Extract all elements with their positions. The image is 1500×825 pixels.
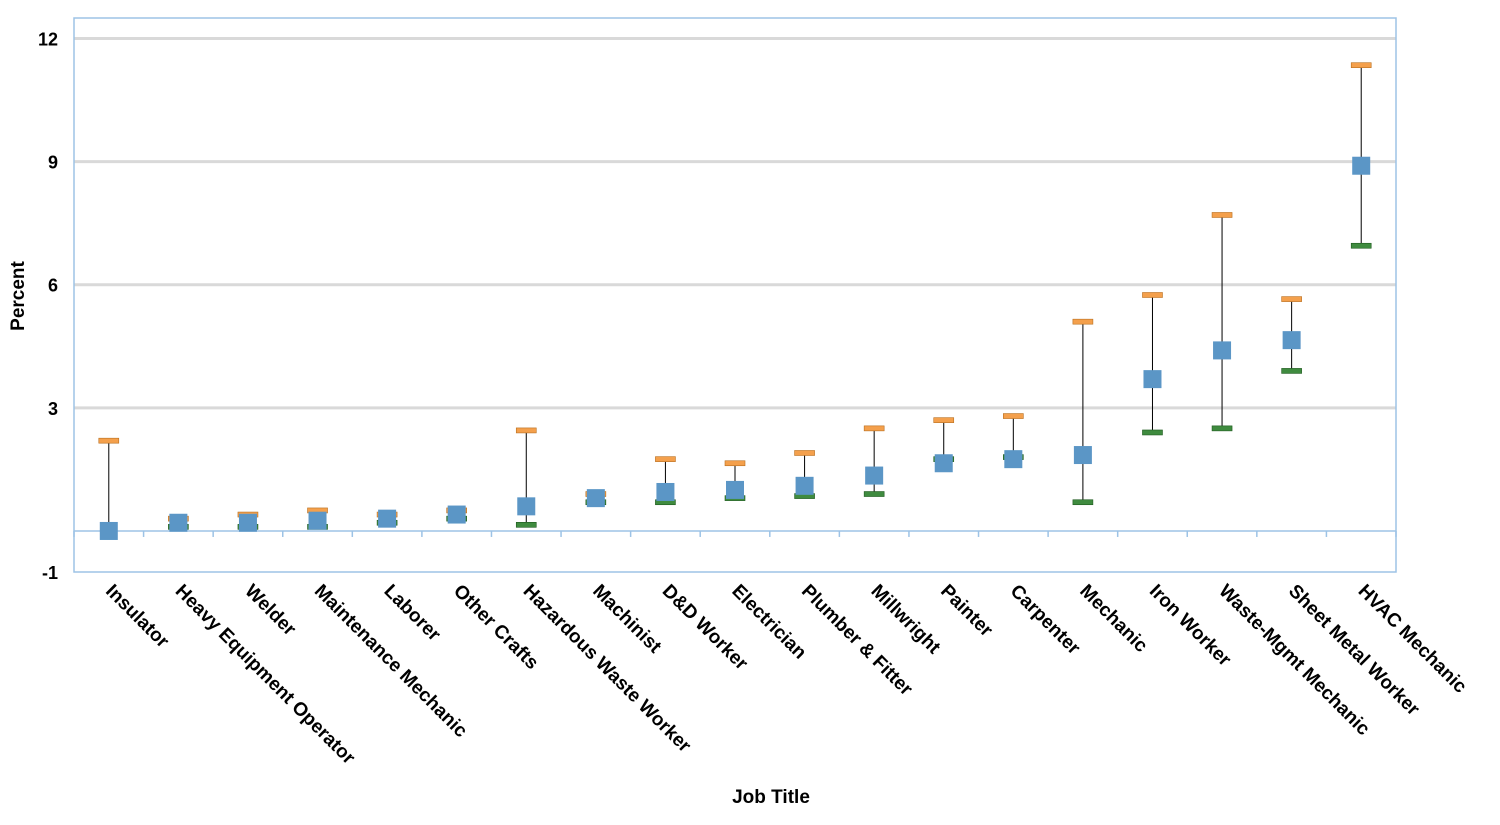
y-tick-label: 6: [48, 276, 58, 296]
upper-bound-marker: [1211, 212, 1233, 218]
estimate-point: [1073, 446, 1092, 465]
estimate-point: [934, 454, 953, 473]
data-marks: [98, 62, 1372, 540]
x-category-label: Mechanic: [1075, 581, 1151, 657]
lower-bound-marker: [1142, 429, 1163, 436]
lower-bound-marker: [1211, 425, 1233, 432]
estimate-point: [656, 482, 675, 501]
estimate-point: [169, 513, 188, 532]
estimate-point: [726, 480, 744, 499]
estimate-point: [1213, 341, 1232, 360]
upper-bound-marker: [98, 437, 120, 444]
estimate-point: [99, 521, 118, 540]
x-category-label: Laborer: [380, 581, 445, 646]
upper-bound-marker: [1350, 62, 1372, 68]
lower-bound-marker: [863, 491, 885, 497]
upper-bound-marker: [515, 427, 537, 434]
estimate-point: [378, 509, 397, 528]
x-category-label: Carpenter: [1006, 581, 1085, 660]
upper-bound-marker: [1142, 292, 1163, 298]
upper-bound-marker: [1281, 296, 1302, 302]
lower-bound-marker: [1350, 242, 1372, 249]
upper-bound-marker: [1003, 413, 1024, 419]
upper-bound-marker: [1072, 318, 1094, 325]
y-axis-title: Percent: [8, 260, 29, 330]
upper-bound-marker: [933, 417, 955, 423]
upper-bound-marker: [655, 456, 676, 462]
lower-bound-marker: [1072, 499, 1094, 506]
y-axis-ticks: -1 3 6 9 12: [38, 30, 58, 583]
x-category-label: Sheet Metal Worker: [1284, 581, 1424, 721]
estimate-point: [447, 505, 466, 524]
estimate-point: [1352, 156, 1371, 175]
x-axis-title: Job Title: [732, 787, 810, 808]
y-tick-label: 9: [48, 153, 58, 173]
y-tick-label: 3: [48, 399, 58, 419]
x-category-label: Welder: [240, 581, 300, 641]
plot-border: [73, 17, 1397, 573]
estimate-point: [1004, 450, 1023, 469]
upper-bound-marker: [724, 460, 746, 467]
lower-bound-marker: [515, 522, 537, 528]
estimate-point: [1282, 331, 1301, 350]
estimate-point: [517, 497, 536, 516]
x-category-label: Painter: [936, 581, 997, 642]
estimate-point: [865, 466, 884, 485]
x-category-label: Insulator: [101, 581, 173, 653]
estimate-point: [308, 511, 327, 530]
estimate-point: [586, 489, 605, 508]
lower-bound-marker: [1281, 368, 1302, 374]
y-tick-label: -1: [42, 563, 58, 583]
estimate-point: [795, 476, 814, 495]
estimate-point: [238, 513, 257, 532]
upper-bound-marker: [794, 450, 815, 456]
plot-frame: [73, 17, 1397, 573]
upper-bound-marker: [863, 425, 885, 432]
gridlines: [74, 37, 1396, 410]
y-tick-label: 12: [38, 30, 58, 50]
estimate-point: [1143, 370, 1162, 389]
